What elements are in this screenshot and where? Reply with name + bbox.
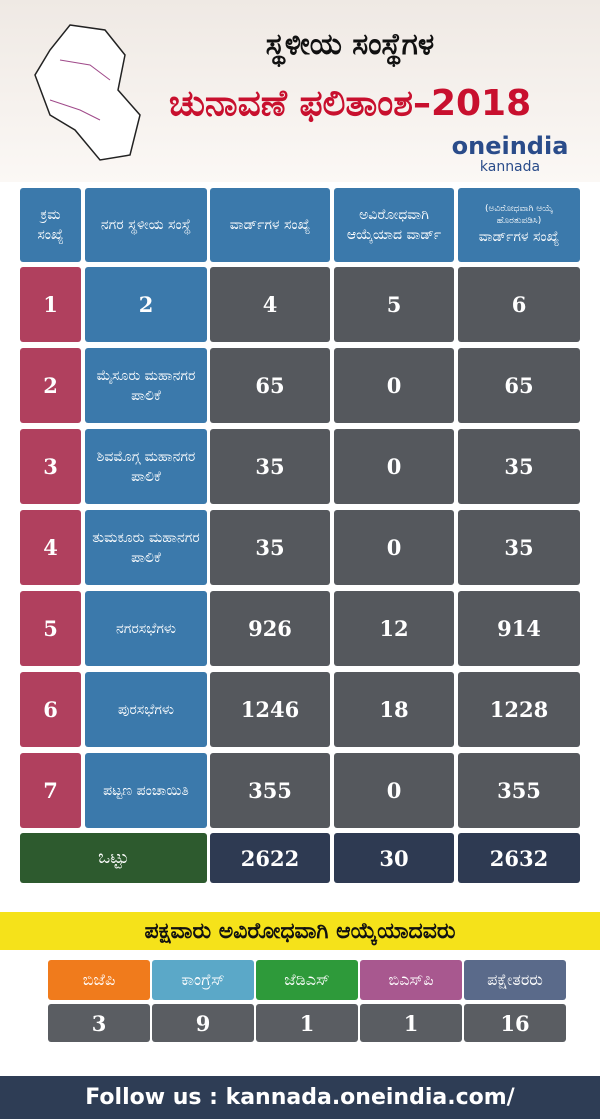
header-cell: ಕ್ರಮ ಸಂಖ್ಯೆ (20, 188, 81, 262)
logo-sub: kannada (479, 159, 541, 175)
cell: 355 (458, 753, 580, 828)
header-cell: ನಗರ ಸ್ಥಳೀಯ ಸಂಸ್ಥೆ (85, 188, 207, 262)
footer: Follow us : kannada.oneindia.com/ (0, 1076, 600, 1119)
cell: 4 (20, 510, 81, 585)
cell: 35 (458, 510, 580, 585)
cell: 5 (20, 591, 81, 666)
total-cell: 2632 (458, 833, 580, 883)
header-cell: (ಅವಿರೋಧವಾಗಿ ಆಯ್ಕೆ ಹೊರತುಪಡಿಸಿ) ವಾರ್ಡ್‌ಗಳ ಸ… (458, 188, 580, 262)
cell: 0 (334, 429, 454, 504)
cell: 926 (210, 591, 330, 666)
cell: ಪುರಸಭೆಗಳು (85, 672, 207, 747)
party-value: 16 (464, 1004, 566, 1042)
party-value: 1 (256, 1004, 358, 1042)
total-cell: 30 (334, 833, 454, 883)
cell: ಶಿವಮೊಗ್ಗ ಮಹಾನಗರ ಪಾಲಿಕೆ (85, 429, 207, 504)
cell: ತುಮಕೂರು ಮಹಾನಗರ ಪಾಲಿಕೆ (85, 510, 207, 585)
cell: 355 (210, 753, 330, 828)
party-title-bar (0, 912, 600, 950)
party-value: 1 (360, 1004, 462, 1042)
cell: 35 (458, 429, 580, 504)
logo: oneindia (451, 132, 569, 160)
party-name: ಬಿಜೆಪಿ (48, 960, 150, 1000)
party-title: ಪಕ್ಷವಾರು ಅವಿರೋಧವಾಗಿ ಆಯ್ಕೆಯಾದವರು (144, 918, 456, 944)
cell: 12 (334, 591, 454, 666)
total-cell: 2622 (210, 833, 330, 883)
cell: 1228 (458, 672, 580, 747)
cell: 65 (210, 348, 330, 423)
party-name: ಪಕ್ಷೇತರರು (464, 960, 566, 1000)
cell: 65 (458, 348, 580, 423)
cell: ಪಟ್ಟಣ ಪಂಚಾಯಿತಿ (85, 753, 207, 828)
cell: 2 (20, 348, 81, 423)
cell: 35 (210, 510, 330, 585)
cell: ನಗರಸಭೆಗಳು (85, 591, 207, 666)
header-cell: ವಾರ್ಡ್‌ಗಳ ಸಂಖ್ಯೆ (210, 188, 330, 262)
party-value: 3 (48, 1004, 150, 1042)
cell: 7 (20, 753, 81, 828)
cell: 2 (85, 267, 207, 342)
cell: 18 (334, 672, 454, 747)
cell: 0 (334, 510, 454, 585)
cell: 6 (458, 267, 580, 342)
party-value: 9 (152, 1004, 254, 1042)
cell: 35 (210, 429, 330, 504)
cell: ಮೈಸೂರು ಮಹಾನಗರ ಪಾಲಿಕೆ (85, 348, 207, 423)
cell: 0 (334, 753, 454, 828)
party-name: ಜೆಡಿಎಸ್ (256, 960, 358, 1000)
cell: 0 (334, 348, 454, 423)
header-cell: ಅವಿರೋಧವಾಗಿ ಆಯ್ಕೆಯಾದ ವಾರ್ಡ್ (334, 188, 454, 262)
party-name: ಬಿಎಸ್‌ಪಿ (360, 960, 462, 1000)
cell: 914 (458, 591, 580, 666)
cell: 4 (210, 267, 330, 342)
cell: 5 (334, 267, 454, 342)
total-label: ಒಟ್ಟು (20, 833, 207, 883)
title: ಸ್ಥಳೀಯ ಸಂಸ್ಥೆಗಳ (265, 26, 435, 62)
cell: 6 (20, 672, 81, 747)
header-note: (ಅವಿರೋಧವಾಗಿ ಆಯ್ಕೆ ಹೊರತುಪಡಿಸಿ) (484, 204, 554, 226)
subtitle: ಚುನಾವಣೆ ಫಲಿತಾಂಶ–2018 (168, 83, 532, 124)
cell: 3 (20, 429, 81, 504)
map-icon (34, 24, 141, 161)
cell: 1 (20, 267, 81, 342)
party-name: ಕಾಂಗ್ರೆಸ್ (152, 960, 254, 1000)
header-label: ವಾರ್ಡ್‌ಗಳ ಸಂಖ್ಯೆ (478, 229, 560, 245)
cell: 1246 (210, 672, 330, 747)
